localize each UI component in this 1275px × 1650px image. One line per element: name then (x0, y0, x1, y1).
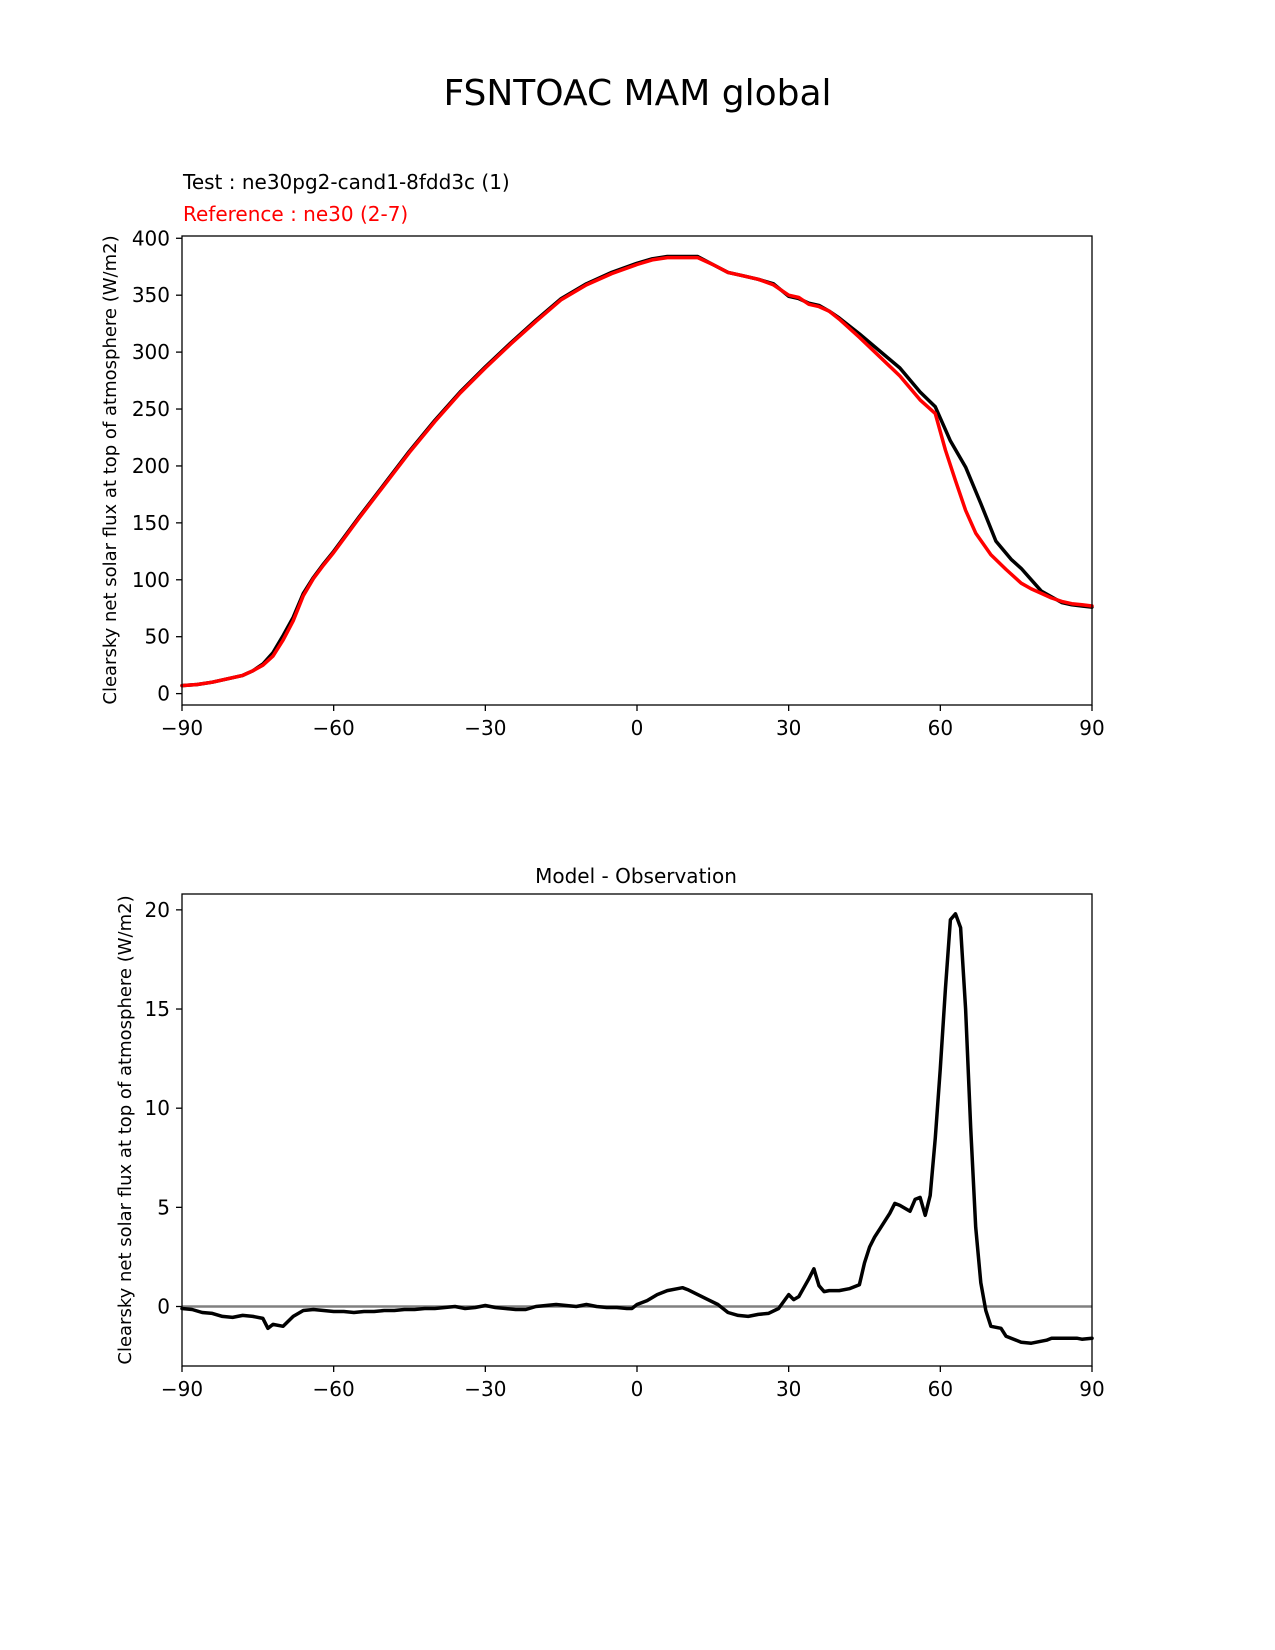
bottom-panel: Model - Observation Clearsky net solar f… (115, 864, 1105, 1401)
y-tick-label: 400 (132, 226, 170, 250)
x-tick-label: −60 (313, 716, 355, 740)
x-tick-label: 90 (1079, 716, 1104, 740)
x-tick-label: 90 (1079, 1377, 1104, 1401)
y-tick-label: 15 (145, 997, 170, 1021)
y-tick-label: 50 (145, 625, 170, 649)
bottom-panel-title: Model - Observation (535, 864, 737, 888)
series-line-model-observation (180, 912, 1094, 1345)
y-tick-label: 150 (132, 511, 170, 535)
series-line-reference (180, 255, 1094, 688)
y-tick-label: 5 (157, 1195, 170, 1219)
x-tick-label: 0 (631, 1377, 644, 1401)
reference-legend-label: Reference : ne30 (2-7) (183, 202, 408, 226)
plot-frame (181, 893, 1093, 1367)
x-tick-label: 0 (631, 716, 644, 740)
y-tick-label: 10 (145, 1096, 170, 1120)
top-y-axis-label: Clearsky net solar flux at top of atmosp… (100, 235, 121, 704)
series-line-test (180, 254, 1094, 688)
x-tick-label: −90 (161, 1377, 203, 1401)
y-tick-label: 300 (132, 340, 170, 364)
y-tick-label: 200 (132, 454, 170, 478)
x-tick-label: −60 (313, 1377, 355, 1401)
bottom-plot-area: −90 −60 −30 0 30 60 90 0 5 10 15 20 (145, 893, 1105, 1401)
test-legend-label: Test : ne30pg2-cand1-8fdd3c (1) (182, 170, 510, 194)
y-tick-label: 250 (132, 397, 170, 421)
x-tick-label: 30 (776, 716, 801, 740)
y-tick-label: 350 (132, 283, 170, 307)
x-tick-label: 60 (928, 716, 953, 740)
x-tick-label: −30 (464, 716, 506, 740)
x-tick-label: 30 (776, 1377, 801, 1401)
bottom-y-axis-label: Clearsky net solar flux at top of atmosp… (115, 895, 136, 1364)
figure-title: FSNTOAC MAM global (443, 73, 832, 114)
plot-frame (181, 235, 1093, 706)
y-tick-label: 0 (157, 1295, 170, 1319)
top-plot-area: −90 −60 −30 0 30 60 90 0 50 100 150 200 250 300 350 400 (132, 226, 1105, 740)
x-tick-label: −90 (161, 716, 203, 740)
y-tick-label: 20 (145, 898, 170, 922)
y-tick-label: 0 (157, 682, 170, 706)
x-tick-label: 60 (928, 1377, 953, 1401)
x-tick-label: −30 (464, 1377, 506, 1401)
top-panel: Test : ne30pg2-cand1-8fdd3c (1) Referenc… (100, 170, 1105, 740)
y-tick-label: 100 (132, 568, 170, 592)
